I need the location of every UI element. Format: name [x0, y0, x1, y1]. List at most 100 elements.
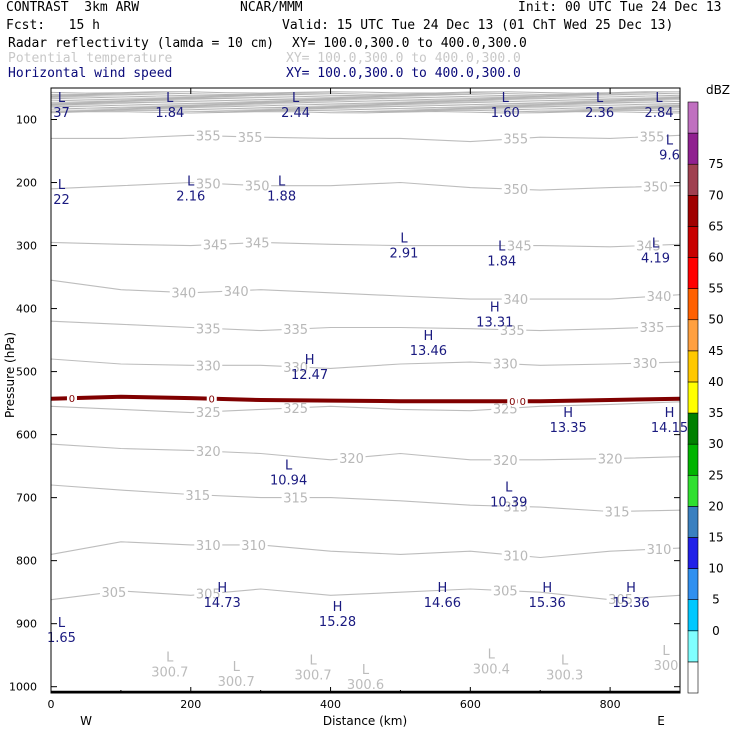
wind-extremum-marker: L [187, 175, 195, 190]
theta-label-bg [281, 400, 310, 415]
theta-label-bg [194, 321, 223, 336]
upper-theta-line [50, 110, 681, 114]
wind-speed-value: 13.35 [550, 421, 587, 436]
reflectivity-label: 0 [69, 394, 75, 405]
colorbar-level-label: 30 [708, 437, 723, 451]
upper-theta-line [50, 108, 681, 111]
y-tick-label: 1000 [9, 681, 37, 694]
wind-extremum-marker: L [58, 91, 66, 106]
theta-label: 325 [283, 402, 308, 417]
theta-label-bg [641, 179, 670, 194]
x-tick-label: 400 [320, 698, 341, 711]
field-wind-xy: XY= 100.0,300.0 to 400.0,300.0 [286, 66, 521, 81]
wind-speed-value: 4.19 [641, 251, 670, 266]
theta-label: 355 [238, 131, 263, 146]
theta-label-bg [491, 583, 520, 598]
colorbar-level-label: 20 [708, 499, 723, 513]
colorbar-swatch [687, 568, 699, 600]
wind-speed-value: 1.84 [155, 106, 184, 121]
colorbar-swatch [687, 350, 699, 383]
theta-label: 305 [493, 585, 518, 600]
upper-contour-band [50, 91, 681, 114]
y-tick-label: 100 [16, 114, 37, 127]
theta-label-bg [239, 537, 268, 552]
wind-extremum-marker: L [596, 91, 604, 106]
upper-theta-line [50, 95, 681, 98]
theta-label: 335 [640, 321, 665, 336]
theta-label-bg [222, 283, 251, 298]
reflectivity-label-bg [66, 392, 77, 404]
wind-speed-value: 12.47 [291, 368, 328, 383]
colorbar-level-label: 55 [708, 282, 723, 296]
theta-label: 330 [196, 359, 221, 374]
colorbar-swatch [687, 537, 699, 569]
theta-label-bg [501, 131, 530, 146]
wind-extremum-marker: L [502, 91, 510, 106]
theta-contour-310 [50, 541, 681, 559]
wind-extremum-marker: L [498, 240, 506, 255]
colorbar-level-label: 70 [708, 188, 723, 202]
upper-theta-line [50, 91, 681, 94]
wind-extremum-marker: L [285, 458, 293, 473]
field-reflectivity-name: Radar reflectivity (lamda = 10 cm) [8, 36, 275, 51]
upper-theta-line [50, 104, 681, 107]
wind-speed-value: 22 [53, 193, 70, 208]
theta-label: 345 [507, 240, 532, 255]
x-tick-label: 800 [600, 698, 621, 711]
upper-theta-line [50, 100, 681, 103]
upper-theta-line [50, 103, 681, 106]
colorbar-level-label: 15 [708, 530, 723, 544]
theta-label-bg [194, 586, 223, 601]
reflectivity-label: 0 [520, 397, 526, 408]
theta-label: 320 [196, 445, 221, 460]
theta-min-value: 300.3 [546, 669, 583, 684]
y-tick-label: 300 [16, 240, 37, 253]
theta-label-bg [634, 238, 663, 253]
theta-label-bg [603, 504, 632, 519]
theta-label-bg [645, 289, 674, 304]
colorbar-swatch [687, 132, 699, 165]
theta-label: 350 [643, 180, 668, 195]
theta-label-bg [194, 128, 223, 143]
wind-speed-value: 14.15 [651, 421, 688, 436]
theta-min-marker: L [309, 654, 317, 669]
theta-label: 305 [101, 586, 126, 601]
colorbar-swatch [687, 474, 699, 507]
theta-label: 330 [493, 358, 518, 373]
theta-label-bg [194, 537, 223, 552]
wind-speed-value: 1.60 [491, 106, 520, 121]
colorbar-level-label: 60 [708, 251, 723, 265]
theta-contour-315 [50, 484, 681, 513]
upper-theta-line [50, 105, 681, 109]
theta-min-value: 300.7 [151, 665, 188, 680]
colorbar-level-label: 50 [708, 313, 723, 327]
theta-contour-350 [50, 181, 681, 191]
y-tick-label: 200 [16, 177, 37, 190]
theta-min-marker: L [166, 650, 174, 665]
theta-label-bg [201, 237, 230, 252]
theta-label: 315 [605, 505, 630, 520]
colorbar-swatch [687, 319, 699, 352]
theta-contours: 305 305 305 305 310 310 310 310 315 315 315 315 320 3… [50, 128, 681, 608]
theta-contour-330 [50, 358, 681, 369]
upper-theta-line [51, 96, 681, 99]
theta-label: 355 [196, 130, 221, 145]
x-tick-label: 0 [48, 698, 55, 711]
wind-speed-value: 10.94 [270, 473, 307, 488]
wind-speed-value: 13.46 [410, 344, 447, 359]
theta-min-value: 300 [654, 659, 679, 674]
wind-extremum-marker: H [217, 581, 227, 596]
theta-label: 320 [493, 454, 518, 469]
theta-label-bg [505, 238, 534, 253]
theta-label-bg [638, 320, 667, 335]
theta-label-bg [491, 356, 520, 371]
theta-label: 350 [245, 180, 270, 195]
theta-label-bg [501, 548, 530, 563]
upper-theta-line [50, 99, 681, 102]
wind-speed-value: 14.66 [424, 596, 461, 611]
x-axis-label: Distance (km) [323, 714, 407, 728]
colorbar: 0 5 10 15 20 25 30 35 40 45 50 55 60 65 70 75 [687, 101, 724, 694]
theta-label: 350 [503, 183, 528, 198]
colorbar-swatch [687, 195, 699, 227]
theta-contour-355 [51, 134, 681, 143]
